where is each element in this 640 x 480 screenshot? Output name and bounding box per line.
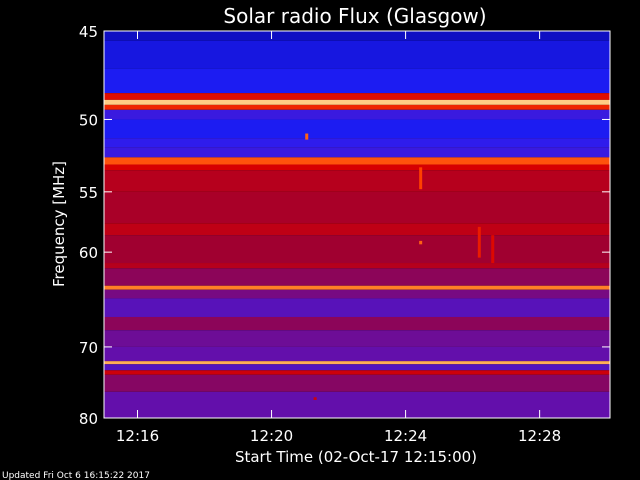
burst-mark (313, 397, 317, 400)
y-axis: 45 50 55 60 70 80 (79, 23, 610, 428)
spectrum-band (104, 119, 610, 139)
x-tick-label: 12:16 (116, 427, 159, 445)
spectrum-band (104, 157, 610, 165)
spectrum-band (104, 104, 610, 110)
spectrum-band (104, 223, 610, 236)
y-tick-label: 70 (79, 339, 98, 357)
burst-mark (491, 235, 495, 264)
spectrum-band (104, 391, 610, 418)
spectrum-band (104, 298, 610, 317)
spectrum-band (104, 263, 610, 269)
spectrum-band (104, 31, 610, 41)
x-tick-label: 12:24 (384, 427, 427, 445)
chart-title: Solar radio Flux (Glasgow) (223, 4, 486, 28)
burst-mark (477, 226, 481, 258)
x-tick-label: 12:20 (250, 427, 293, 445)
y-tick-label: 55 (79, 184, 98, 202)
spectrum-band (104, 235, 610, 264)
burst-mark (305, 133, 309, 140)
spectrum-band (104, 40, 610, 69)
spectrum-band (104, 93, 610, 100)
plot-area (104, 31, 610, 418)
spectrum-band (104, 268, 610, 286)
spectrum-band (104, 361, 610, 365)
spectrum-band (104, 147, 610, 158)
x-axis: 12:16 12:20 12:24 12:28 (116, 31, 561, 445)
spectrum-band (104, 68, 610, 94)
spectrum-band (104, 138, 610, 148)
x-axis-label: Start Time (02-Oct-17 12:15:00) (235, 448, 477, 466)
spectrum-band (104, 346, 610, 362)
spectrum-band (104, 170, 610, 192)
spectrum-band (104, 316, 610, 331)
spectrum-band (104, 99, 610, 105)
spectrum-band (104, 191, 610, 224)
y-tick-label: 50 (79, 111, 98, 129)
spectrum-band (104, 364, 610, 371)
plot-frame (103, 30, 611, 419)
y-tick-label: 45 (79, 23, 98, 41)
spectrum-band (104, 374, 610, 392)
spectrum-band (104, 289, 610, 299)
spectrum-band (104, 370, 610, 375)
spectrum-band (104, 164, 610, 171)
updated-timestamp: Updated Fri Oct 6 16:15:22 2017 (2, 471, 150, 480)
spectrum-band (104, 285, 610, 290)
spectrum-band (104, 330, 610, 347)
x-tick-label: 12:28 (518, 427, 561, 445)
y-tick-label: 60 (79, 244, 98, 262)
y-axis-label: Frequency [MHz] (50, 161, 68, 287)
y-tick-label: 80 (79, 410, 98, 428)
burst-mark (419, 240, 423, 245)
burst-mark (419, 167, 423, 190)
spectrum-band (104, 109, 610, 120)
